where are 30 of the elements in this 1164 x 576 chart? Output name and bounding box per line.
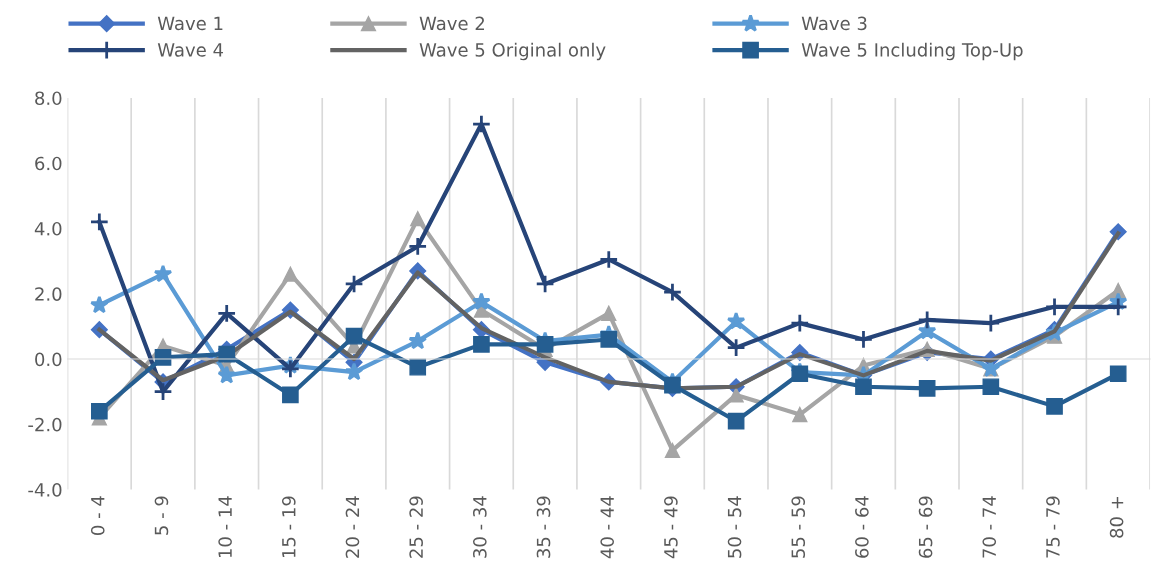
y-tick-label: 0.0 — [35, 352, 62, 367]
x-tick-label: 0 - 4 — [90, 496, 105, 535]
x-tick-label: 75 - 79 — [1046, 496, 1060, 558]
x-tick-label: 30 - 34 — [473, 496, 487, 558]
legend-label: Wave 2 — [419, 16, 484, 31]
x-tick-label: 40 - 44 — [600, 496, 615, 559]
legend-label: Wave 3 — [801, 16, 867, 31]
x-tick-label: 5 - 9 — [154, 496, 169, 535]
y-tick-label: 8.0 — [35, 91, 62, 106]
x-tick-label: 55 - 59 — [791, 496, 806, 558]
x-tick-label: 50 - 54 — [727, 496, 742, 558]
y-tick-label: 4.0 — [34, 221, 62, 236]
legend-label: Wave 5 Original only — [419, 42, 606, 61]
y-tick-label: -4.0 — [28, 483, 62, 497]
x-tick-label: 20 - 24 — [345, 496, 360, 558]
x-tick-label: 45 - 49 — [664, 496, 678, 559]
x-tick-label: 15 - 19 — [281, 496, 296, 558]
y-tick-label: 2.0 — [35, 287, 62, 301]
x-tick-label: 65 - 69 — [918, 496, 933, 558]
x-tick-label: 25 - 29 — [409, 496, 423, 558]
x-tick-label: 80 + — [1109, 497, 1124, 538]
y-tick-label: -2.0 — [28, 417, 62, 432]
legend-label: Wave 5 Including Top-Up — [801, 42, 1023, 61]
x-tick-label: 60 - 64 — [855, 496, 869, 558]
legend-label: Wave 4 — [157, 43, 223, 57]
x-tick-label: 70 - 74 — [982, 496, 997, 558]
legend-label: Wave 1 — [157, 16, 223, 31]
x-tick-label: 35 - 39 — [536, 496, 551, 558]
y-tick-label: 6.0 — [35, 156, 62, 171]
x-tick-label: 10 - 14 — [218, 496, 232, 558]
